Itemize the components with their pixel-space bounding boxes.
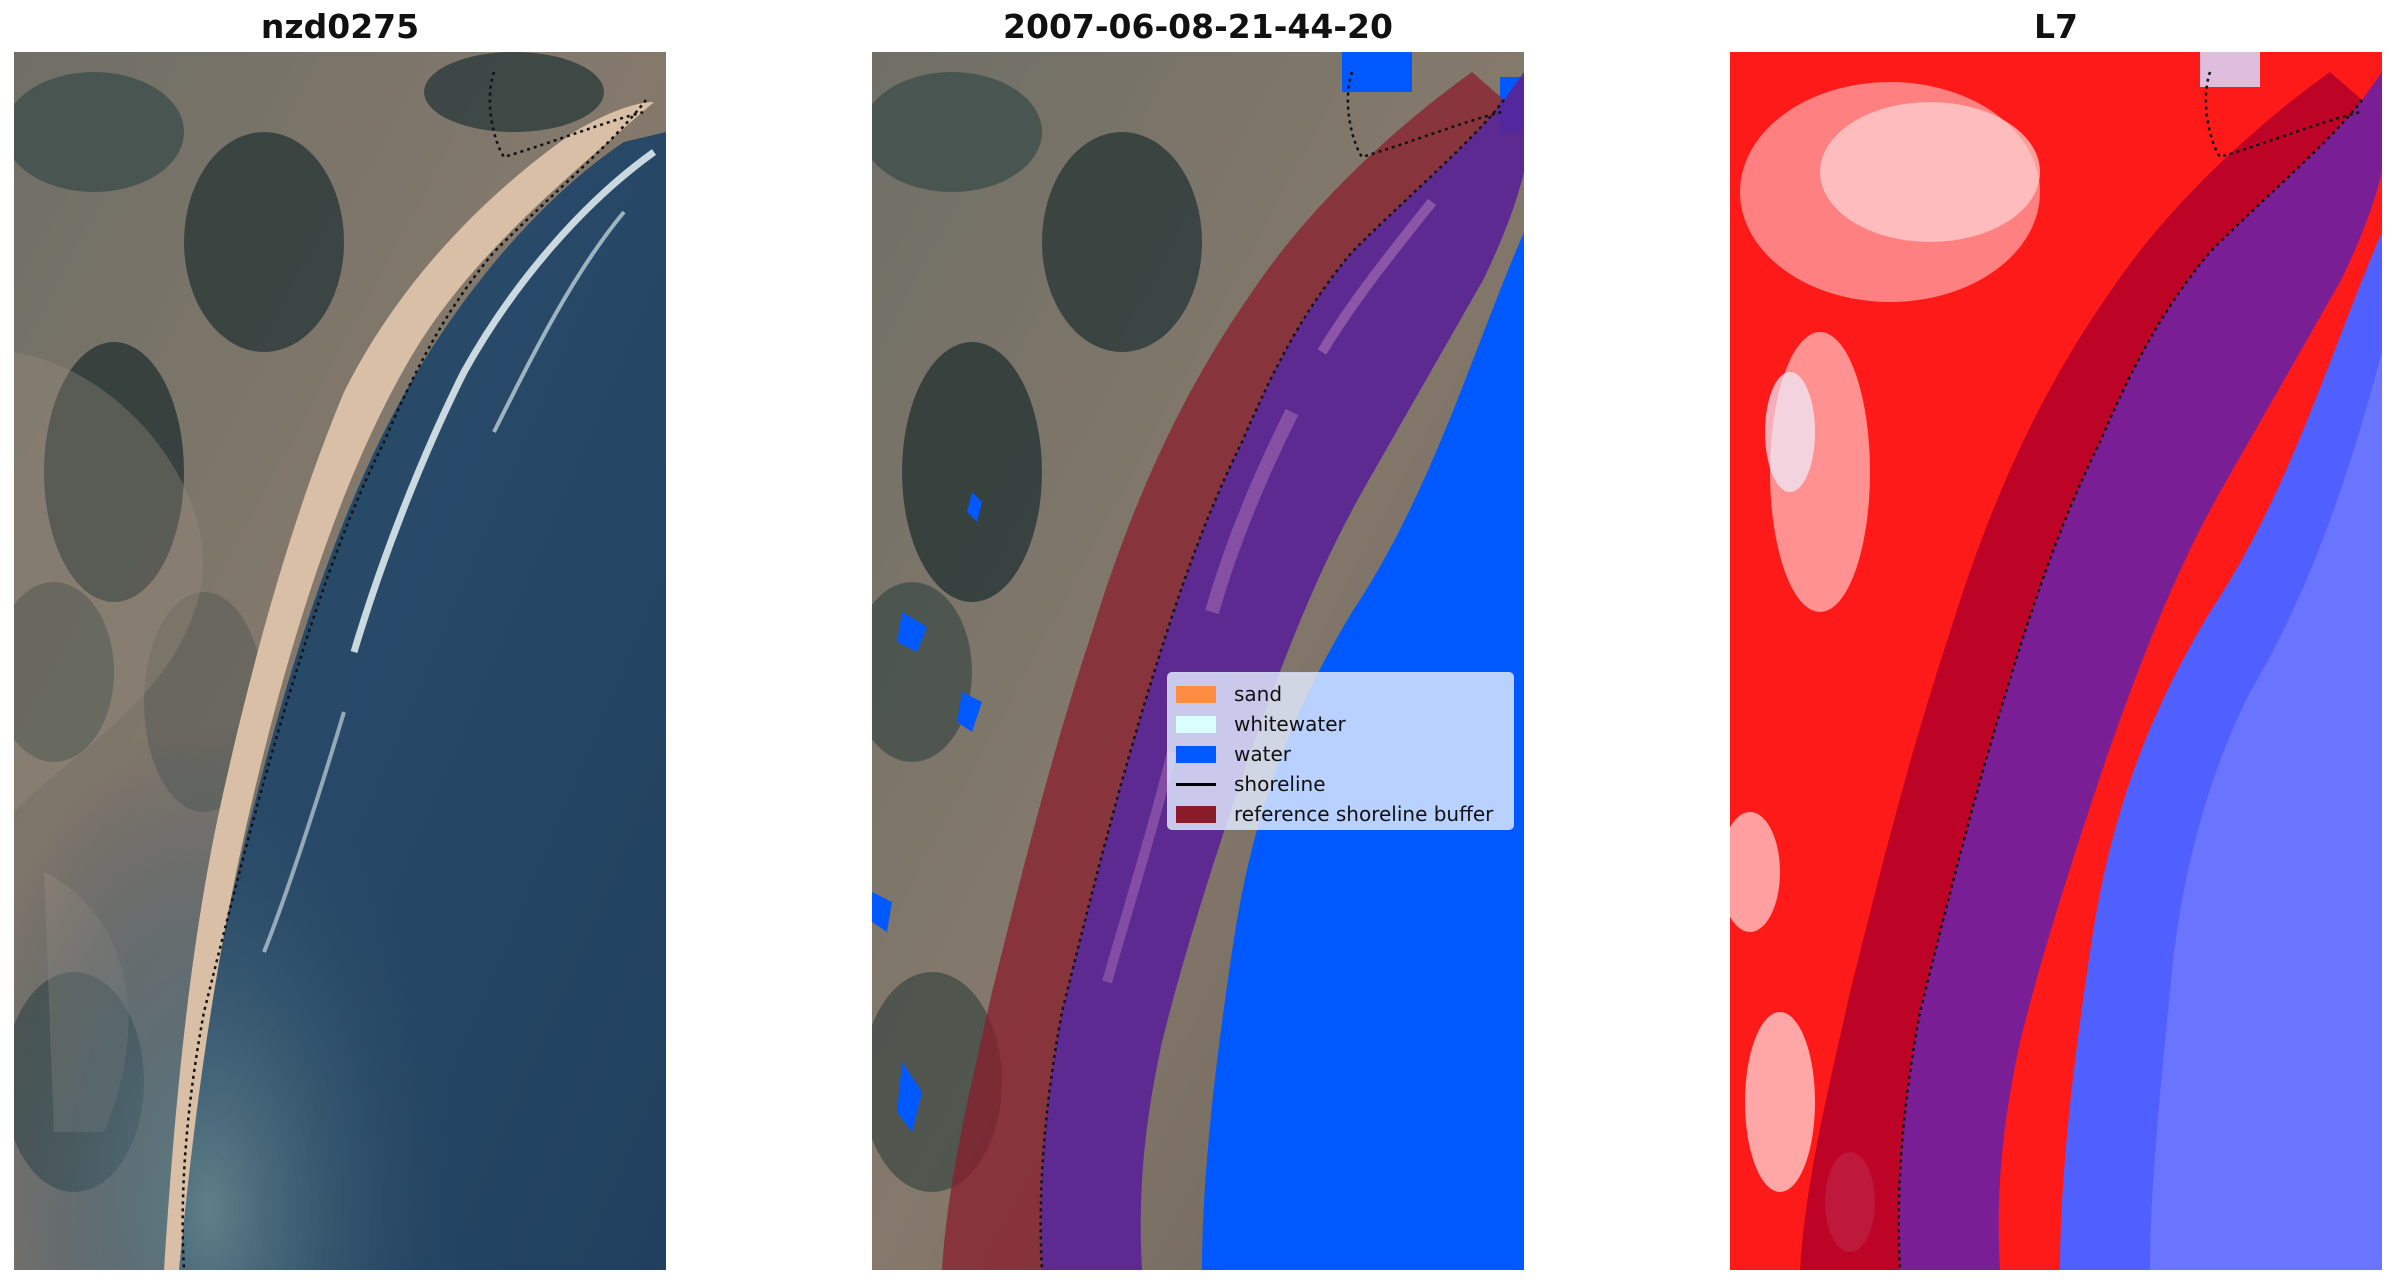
legend-label: water — [1234, 742, 1291, 766]
legend: sand whitewater water shoreline referenc… — [1167, 672, 1514, 830]
legend-item-reference-buffer: reference shoreline buffer — [1176, 799, 1505, 829]
legend-swatch-reference-buffer — [1176, 805, 1216, 823]
legend-swatch-sand — [1176, 685, 1216, 703]
legend-label: reference shoreline buffer — [1234, 802, 1494, 826]
legend-item-whitewater: whitewater — [1176, 709, 1505, 739]
legend-label: shoreline — [1234, 772, 1326, 796]
index-image — [1730, 52, 2382, 1270]
legend-item-shoreline: shoreline — [1176, 769, 1505, 799]
rgb-image — [14, 52, 666, 1270]
legend-swatch-water — [1176, 745, 1216, 763]
panel-title-rgb: nzd0275 — [260, 7, 420, 46]
legend-label: whitewater — [1234, 712, 1346, 736]
legend-label: sand — [1234, 682, 1283, 706]
panel-title-classified: 2007-06-08-21-44-20 — [1003, 7, 1393, 46]
classified-image-panel — [872, 52, 1524, 1270]
classified-image — [872, 52, 1524, 1270]
panel-title-index: L7 — [2034, 7, 2078, 46]
index-image-panel — [1730, 52, 2382, 1270]
legend-item-water: water — [1176, 739, 1505, 769]
legend-line-shoreline — [1176, 782, 1216, 786]
legend-swatch-whitewater — [1176, 715, 1216, 733]
rgb-image-panel — [14, 52, 666, 1270]
legend-item-sand: sand — [1176, 679, 1505, 709]
